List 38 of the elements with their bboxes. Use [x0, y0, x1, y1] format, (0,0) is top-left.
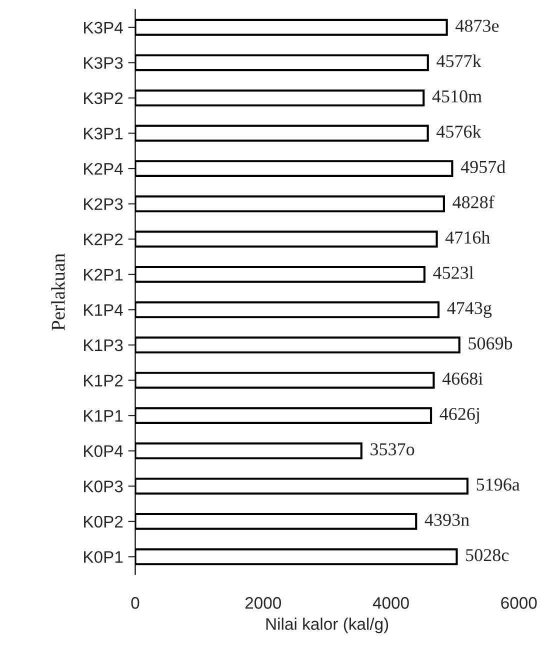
- data-label: 4873e: [456, 20, 499, 32]
- data-label: 4668i: [442, 372, 483, 385]
- x-tick-label: 6000: [501, 597, 537, 609]
- data-label: 4576k: [436, 125, 482, 138]
- y-axis-title: Perlakuan: [51, 253, 65, 330]
- y-tick-label: K1P1: [84, 410, 123, 422]
- y-tick-label: K3P3: [84, 57, 123, 69]
- x-tick-label: 2000: [245, 597, 282, 609]
- y-tick-label: K0P3: [84, 480, 123, 492]
- data-label: 4393n: [424, 514, 470, 526]
- data-label: 3537o: [370, 443, 414, 456]
- y-tick-label: K1P3: [84, 339, 123, 352]
- y-tick-label: K0P1: [84, 551, 123, 563]
- x-tick-label: 0: [131, 597, 140, 609]
- y-tick-label: K1P2: [84, 374, 123, 386]
- data-label: 4716h: [445, 230, 490, 244]
- data-label: 4828f: [452, 195, 494, 208]
- x-tick-label: 4000: [372, 597, 409, 609]
- y-tick-label: K2P2: [84, 234, 123, 246]
- y-tick-label: K3P2: [84, 92, 123, 104]
- data-label: 5028c: [466, 549, 509, 562]
- data-label: 5069b: [468, 336, 512, 350]
- y-tick-label: K0P2: [84, 516, 123, 528]
- data-label: 4510m: [432, 90, 482, 102]
- data-label: 4743g: [447, 302, 492, 318]
- y-tick-label: K1P4: [84, 304, 123, 316]
- data-label: 4626j: [440, 408, 479, 424]
- data-label: 4577k: [436, 54, 482, 68]
- data-label: 4957d: [460, 160, 506, 174]
- y-tick-label: K2P4: [84, 162, 123, 175]
- data-label: 4523l: [433, 266, 474, 279]
- y-tick-label: K2P1: [84, 268, 123, 280]
- y-tick-label: K2P3: [84, 198, 123, 210]
- x-axis-title: Nilai kalor (kal/g): [266, 618, 388, 634]
- y-tick-label: K3P1: [84, 128, 123, 140]
- data-label: 5196a: [476, 478, 520, 491]
- y-tick-label: K3P4: [84, 22, 123, 34]
- y-tick-label: K0P4: [84, 445, 123, 458]
